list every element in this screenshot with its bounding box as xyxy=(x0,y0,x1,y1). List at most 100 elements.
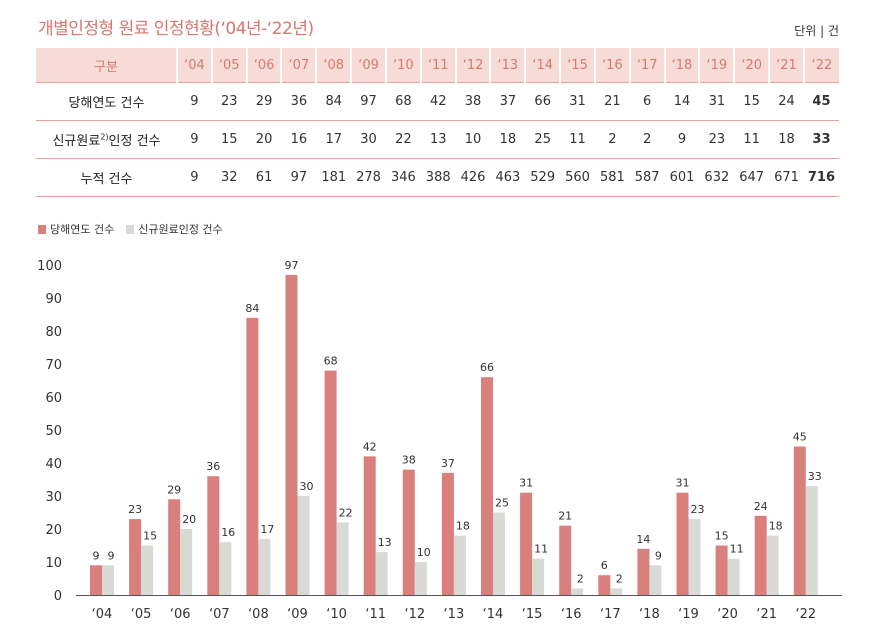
table-cell: 21 xyxy=(604,94,621,109)
table-header-year: ‘18 xyxy=(663,48,700,83)
x-tick-label: ‘15 xyxy=(522,607,543,622)
table-cell: 37 xyxy=(499,94,517,109)
x-tick-label: ‘22 xyxy=(795,607,816,622)
table-header-year: ‘06 xyxy=(245,48,282,83)
legend-label-series2: 신규원료인정 건수 xyxy=(138,223,223,236)
table-row: 신규원료2)인정 건수 9 15 20 16 17 30 22 13 10 18 25 11 2 2 9 23 1… xyxy=(36,121,839,159)
table-header-year: ‘20 xyxy=(733,48,770,83)
y-tick-label: 90 xyxy=(45,292,62,307)
data-label-series1: 14 xyxy=(636,533,650,546)
table-row: 누적 건수 9 32 61 97 181 278 346 388 426 463 529 560 581 5… xyxy=(36,159,839,197)
bar-series1 xyxy=(676,492,689,595)
bar-series1 xyxy=(90,565,102,595)
table-header-year: ‘05 xyxy=(210,48,247,83)
table-body: 당해연도 건수 9 23 29 36 84 97 68 42 38 37 66 31 21 6 14 31 15 2… xyxy=(36,83,839,197)
table-cell: 31 xyxy=(569,94,586,109)
bar-series1 xyxy=(637,548,650,595)
table-cell: 10 xyxy=(464,132,482,147)
bar-series1 xyxy=(324,370,337,595)
data-label-series2: 16 xyxy=(221,526,235,539)
stats-table: 구분 ‘04 ‘05 ‘06 ‘07 ‘08 ‘09 ‘10 ‘11 ‘12 ‘13 ‘14 ‘15 ‘1… xyxy=(36,48,839,197)
data-label-series1: 15 xyxy=(715,530,729,543)
table-header-year: ‘21 xyxy=(768,48,804,83)
bar-series1 xyxy=(559,525,572,595)
bar-series1 xyxy=(793,446,806,595)
table-cell: 61 xyxy=(255,170,273,185)
table-cell: 97 xyxy=(360,94,377,109)
bar-series2 xyxy=(297,496,310,595)
data-label-series2: 9 xyxy=(655,549,662,562)
table-cell: 84 xyxy=(325,94,342,109)
table-cell: 15 xyxy=(220,132,238,147)
table-cell: 2 xyxy=(643,132,652,147)
data-label-series1: 45 xyxy=(793,431,807,444)
table-cell: 24 xyxy=(778,94,795,109)
table-cell: 9 xyxy=(190,170,199,185)
x-tick-label: ‘06 xyxy=(170,607,191,622)
bar-series2 xyxy=(219,542,232,595)
table-cell: 30 xyxy=(360,132,377,147)
table-row: 당해연도 건수 9 23 29 36 84 97 68 42 38 37 66 31 21 6 14 31 15 2… xyxy=(36,83,839,121)
y-tick-label: 10 xyxy=(45,556,62,571)
bar-series1 xyxy=(715,545,728,595)
table-header-year: ‘10 xyxy=(384,48,421,83)
table-header-year: ‘11 xyxy=(419,48,456,83)
x-tick-label: ‘07 xyxy=(209,607,230,622)
x-tick-label: ‘10 xyxy=(326,607,347,622)
bar-series2 xyxy=(688,519,701,595)
table-cell: 15 xyxy=(743,94,760,109)
y-tick-label: 80 xyxy=(45,325,62,340)
legend-swatch-series2 xyxy=(126,224,135,234)
table-cell: 16 xyxy=(290,132,308,147)
table-cell: 601 xyxy=(669,170,695,185)
data-label-series1: 66 xyxy=(480,361,494,374)
table-cell: 20 xyxy=(255,132,273,147)
table-header-year: ‘22 xyxy=(802,48,839,83)
data-label-series1: 42 xyxy=(363,440,377,453)
legend-swatch-series1 xyxy=(38,224,46,234)
table-cell: 18 xyxy=(778,132,795,147)
bar-series1 xyxy=(285,274,298,595)
bar-series2 xyxy=(414,562,427,595)
bar-series2 xyxy=(727,558,740,595)
bar-series1 xyxy=(129,519,142,595)
table-header-year: ‘04 xyxy=(176,48,212,83)
x-tick-label: ‘19 xyxy=(678,607,699,622)
table-cell: 38 xyxy=(464,94,482,109)
table-cell: 23 xyxy=(708,132,726,147)
data-label-series1: 21 xyxy=(558,510,572,523)
table-cell: 13 xyxy=(429,132,447,147)
table-cell: 33 xyxy=(812,132,831,147)
legend-label-series1: 당해연도 건수 xyxy=(50,223,115,236)
data-label-series1: 24 xyxy=(754,500,768,513)
table-header-year: ‘07 xyxy=(280,48,317,83)
x-tick-label: ‘18 xyxy=(639,607,660,622)
page-title: 개별인정형 원료 인정현황(‘04년-‘22년) xyxy=(38,19,314,39)
bar-series2 xyxy=(258,538,271,595)
bar-series2 xyxy=(336,522,349,595)
table-cell: 278 xyxy=(356,170,381,185)
data-label-series1: 31 xyxy=(519,477,533,490)
data-label-series2: 2 xyxy=(577,572,584,585)
table-cell: 29 xyxy=(255,94,273,109)
table-header-year: ‘14 xyxy=(524,48,561,83)
table-row-label: 신규원료2)인정 건수 xyxy=(52,132,161,149)
table-header-year: ‘16 xyxy=(593,48,630,83)
x-tick-label: ‘11 xyxy=(365,607,386,622)
data-label-series2: 15 xyxy=(143,530,157,543)
bar-series2 xyxy=(375,552,388,595)
table-row-label: 당해연도 건수 xyxy=(68,96,145,111)
data-label-series2: 18 xyxy=(456,520,470,533)
table-cell: 9 xyxy=(677,132,687,147)
table-cell: 346 xyxy=(390,170,416,185)
table-cell: 560 xyxy=(565,170,590,185)
y-tick-label: 40 xyxy=(45,457,62,472)
bar-series1 xyxy=(481,377,493,595)
bar-series1 xyxy=(441,472,454,595)
x-tick-label: ‘14 xyxy=(483,607,504,622)
bar-series2 xyxy=(610,588,623,595)
data-label-series1: 84 xyxy=(245,302,259,315)
table-cell: 671 xyxy=(774,170,799,185)
data-label-series2: 20 xyxy=(182,513,196,526)
